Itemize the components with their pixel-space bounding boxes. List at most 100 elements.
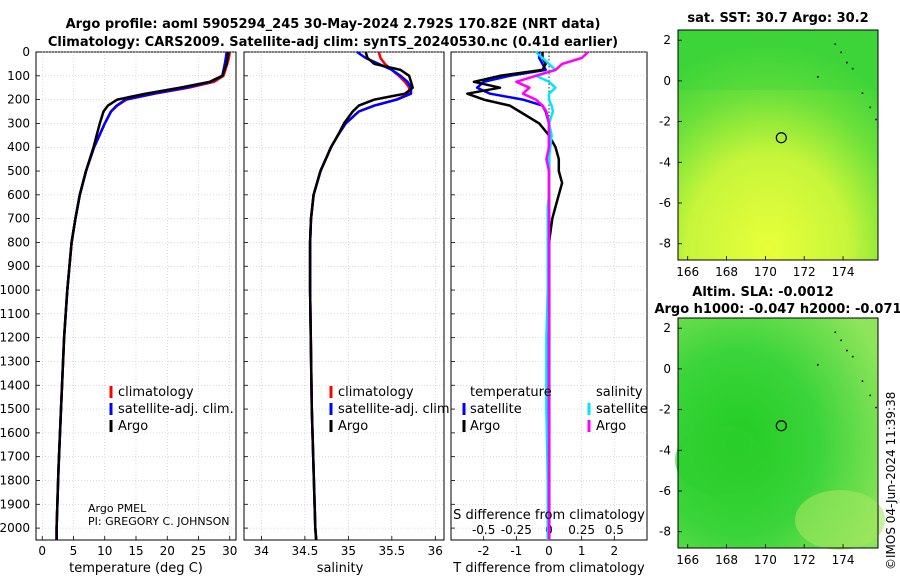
y-tick-label: 200 — [7, 93, 30, 107]
s-tick-label: 0.5 — [605, 523, 624, 537]
y-tick-label: 1100 — [0, 307, 30, 321]
temperature-grid — [36, 51, 236, 540]
series-line-argo — [308, 51, 414, 541]
s-tick-label: 0.25 — [568, 523, 595, 537]
temperature-tick-labels: 0 5 10 15 20 25 30 — [38, 544, 237, 558]
island-dot — [869, 106, 872, 109]
x-tick-label: 15 — [128, 544, 143, 558]
x-tick-label: 35 — [341, 544, 356, 558]
island-dot — [846, 61, 848, 64]
salinity-grid — [244, 51, 444, 540]
lon-tick-label: 170 — [754, 265, 777, 279]
legend-climatology: climatology — [118, 385, 194, 400]
t-difference-tick-labels: -2 -1 0 1 2 — [478, 544, 618, 558]
x-tick-label: 30 — [222, 544, 237, 558]
legend-header-temperature: temperature — [470, 385, 552, 400]
lon-tick-label: 170 — [754, 553, 777, 567]
y-tick-label: 1300 — [0, 354, 30, 368]
x-tick-label: 10 — [97, 544, 112, 558]
y-tick-label: 1500 — [0, 402, 30, 416]
y-tick-label: 400 — [7, 140, 30, 154]
lat-tick-label: -2 — [659, 115, 671, 129]
legend-s-satellite: satellite — [596, 402, 648, 417]
y-tick-label: 0 — [22, 45, 30, 59]
temperature-legend: climatology satellite-adj. clim. Argo — [109, 385, 234, 434]
salinity-legend: climatology satellite-adj. clim. Argo — [329, 385, 454, 434]
y-tick-label: 2000 — [0, 521, 30, 535]
legend-climatology: climatology — [338, 385, 414, 400]
lat-tick-label: 0 — [663, 74, 671, 88]
y-tick-label: 1900 — [0, 497, 30, 511]
imos-watermark: ©IMOS 04-Jun-2024 11:39:38 — [884, 392, 898, 570]
sst-map-title: sat. SST: 30.7 Argo: 30.2 — [687, 11, 868, 26]
sla-lon-tick-labels: 166 168 170 172 174 — [676, 553, 854, 567]
x-tick-label: 5 — [70, 544, 78, 558]
x-tick-label: 2 — [611, 544, 619, 558]
sst-lat-tick-labels: 2 0 -2 -4 -6 -8 — [659, 33, 671, 251]
x-tick-label: 34.5 — [292, 544, 319, 558]
island-dot — [840, 51, 843, 54]
sst-map-panel: sat. SST: 30.7 Argo: 30.2 166 168 170 172 17… — [659, 11, 879, 279]
island-dot — [816, 363, 819, 366]
depth-tick-labels: 0 100 200 300 400 500 600 700 800 900 1000 1100 1200… — [0, 45, 30, 535]
salinity-xlabel: salinity — [317, 561, 364, 576]
difference-panel: -2 -1 0 1 2 -0.5 -0.25 0 0.25 0.5 S difference f… — [450, 51, 648, 576]
y-tick-label: 1700 — [0, 450, 30, 464]
salinity-tick-labels: 34 34.5 35 35.5 36 — [254, 544, 443, 558]
lat-tick-label: 2 — [663, 33, 671, 47]
temperature-panel: 0100200300400500600700800900100011001200… — [0, 45, 237, 576]
legend-t-argo: Argo — [470, 419, 500, 434]
figure-title-line2: Climatology: CARS2009. Satellite-adj cli… — [48, 35, 618, 50]
sst-warm-band — [678, 30, 878, 90]
y-tick-label: 700 — [7, 212, 30, 226]
x-tick-label: 0 — [38, 544, 46, 558]
island-dot — [851, 355, 854, 358]
lon-tick-label: 172 — [793, 265, 816, 279]
lat-tick-label: -4 — [659, 155, 671, 169]
island-dot — [851, 67, 854, 70]
y-tick-label: 1400 — [0, 378, 30, 392]
lon-tick-label: 172 — [793, 553, 816, 567]
x-tick-label: 0 — [545, 544, 553, 558]
temperature-series — [55, 51, 232, 540]
y-tick-label: 900 — [7, 259, 30, 273]
island-dot — [834, 43, 837, 46]
lat-tick-label: -2 — [659, 403, 671, 417]
salinity-panel: 34 34.5 35 35.5 36 salinity climatology sate… — [243, 50, 454, 576]
sst-map-frame — [677, 29, 879, 261]
lon-tick-label: 168 — [715, 265, 738, 279]
sla-lat-tick-labels: 2 0 -2 -4 -6 -8 — [659, 321, 671, 539]
s-tick-label: -0.25 — [501, 523, 532, 537]
island-dot — [861, 380, 864, 382]
s-tick-label: -0.5 — [472, 523, 495, 537]
sla-map-title-line1: Altim. SLA: -0.0012 — [692, 285, 833, 300]
x-tick-label: -2 — [478, 544, 490, 558]
island-dot — [834, 331, 837, 334]
difference-series — [466, 51, 590, 540]
series-line-argo — [55, 51, 230, 540]
t-difference-xlabel: T difference from climatology — [452, 561, 645, 576]
series-line-s-satellite — [534, 51, 557, 540]
island-dot — [840, 339, 843, 342]
island-dot — [869, 394, 872, 397]
sla-map-frame — [677, 317, 879, 549]
sst-lon-tick-labels: 166 168 170 172 174 — [676, 265, 854, 279]
y-tick-label: 100 — [7, 69, 30, 83]
y-tick-label: 1800 — [0, 473, 30, 487]
sst-map-grid — [678, 39, 844, 260]
y-tick-label: 800 — [7, 235, 30, 249]
island-dot — [816, 75, 819, 78]
sla-high-patch — [795, 490, 885, 550]
y-tick-label: 1000 — [0, 283, 30, 297]
y-tick-label: 600 — [7, 188, 30, 202]
lat-tick-label: -6 — [659, 196, 671, 210]
sla-map-panel: Altim. SLA: -0.0012 Argo h1000: -0.047 h… — [654, 285, 900, 567]
legend-satellite: satellite-adj. clim. — [338, 402, 454, 417]
coastline — [816, 43, 877, 121]
island-dot — [875, 406, 877, 409]
argo-float-marker — [775, 420, 787, 432]
x-tick-label: 1 — [578, 544, 586, 558]
pi-label: PI: GREGORY C. JOHNSON — [88, 515, 229, 528]
lon-tick-label: 174 — [832, 553, 855, 567]
